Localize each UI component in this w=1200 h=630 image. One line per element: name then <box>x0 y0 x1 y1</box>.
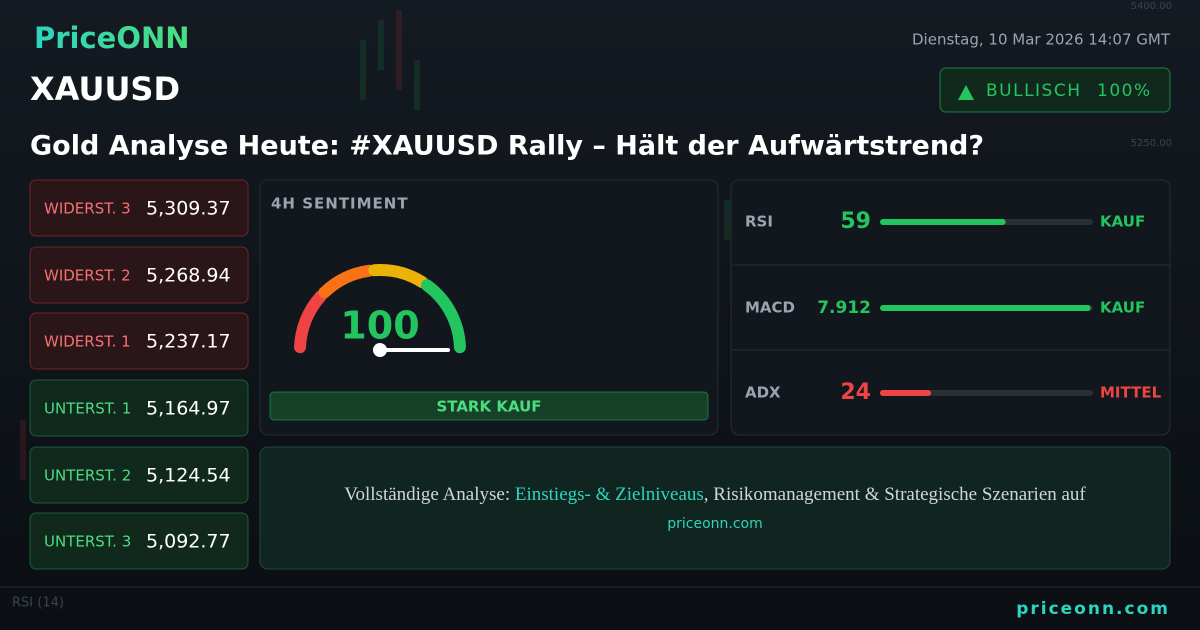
level-label: UNTERST. 3 <box>44 533 131 551</box>
headline: Gold Analyse Heute: #XAUUSD Rally – Hält… <box>30 131 984 162</box>
level-value: 5,124.54 <box>146 465 231 487</box>
cta: Vollständige Analyse: Einstiegs- & Zieln… <box>261 448 1169 568</box>
cta-highlight[interactable]: Einstiegs- & Zielniveaus <box>514 484 704 505</box>
cta-rest: , Risikomanagement & Strategische Szenar… <box>703 484 1086 505</box>
indicator-bar <box>880 390 932 396</box>
date: Dienstag, 10 Mar 2026 14:07 GMT <box>912 31 1171 49</box>
bg-axis-label: 5400.00 <box>1131 1 1172 12</box>
symbol: XAUUSD <box>30 70 180 108</box>
signal-button <box>269 391 709 421</box>
level-value: 5,237.17 <box>146 331 231 353</box>
level-value: 5,092.77 <box>146 531 231 553</box>
gauge-arc <box>318 264 375 299</box>
gauge-value: 100 <box>340 304 419 348</box>
level-label: WIDERST. 2 <box>44 267 131 285</box>
level-box <box>29 246 249 304</box>
cta-link[interactable]: priceonn.com <box>667 516 763 532</box>
indicator-signal: KAUF <box>1100 213 1145 231</box>
indicator-signal: MITTEL <box>1100 384 1162 402</box>
footer-site: priceonn.com <box>1016 599 1170 619</box>
level-box <box>29 379 249 437</box>
gauge-arc <box>368 264 429 289</box>
level-label: WIDERST. 3 <box>44 200 131 218</box>
level-value: 5,164.97 <box>146 398 231 420</box>
gauge-pivot <box>373 343 387 357</box>
gauge-arc <box>421 279 466 354</box>
badge <box>939 67 1171 113</box>
indicator-value: 7.912 <box>817 298 871 318</box>
indicator-track <box>880 390 1093 396</box>
level-box <box>29 179 249 237</box>
cta-text: Vollständige Analyse: Einstiegs- & Zieln… <box>344 484 1086 506</box>
badge-label: BULLISCH <box>986 81 1082 101</box>
indicator-bar <box>880 219 1006 225</box>
indicator-name: MACD <box>745 299 795 317</box>
indicator-value: 59 <box>840 209 871 234</box>
badge-value: 100% <box>1097 81 1152 101</box>
indicator-name: RSI <box>745 213 773 231</box>
level-box <box>29 512 249 570</box>
indicator-value: 24 <box>840 380 871 405</box>
gauge-arc <box>294 290 327 354</box>
logo: PriceONN <box>34 21 190 55</box>
indicator-bar <box>880 305 1091 311</box>
level-value: 5,268.94 <box>146 265 231 287</box>
level-label: UNTERST. 2 <box>44 467 131 485</box>
badge-arrow <box>958 85 974 100</box>
background-candles <box>20 10 730 480</box>
cta-lead: Vollständige Analyse: <box>344 484 515 505</box>
indicator-name: ADX <box>745 384 781 402</box>
indicator-signal: KAUF <box>1100 299 1145 317</box>
sentiment-panel <box>259 179 719 436</box>
bg-axis-label: 5250.00 <box>1131 138 1172 149</box>
level-label: WIDERST. 1 <box>44 333 131 351</box>
cta-panel <box>259 446 1171 570</box>
level-value: 5,309.37 <box>146 198 231 220</box>
bg-indicator-label: RSI (14) <box>12 596 64 611</box>
sentiment-title: 4H SENTIMENT <box>271 195 409 213</box>
level-label: UNTERST. 1 <box>44 400 131 418</box>
level-box <box>29 446 249 504</box>
level-box <box>29 312 249 370</box>
signal-label: STARK KAUF <box>436 398 541 416</box>
